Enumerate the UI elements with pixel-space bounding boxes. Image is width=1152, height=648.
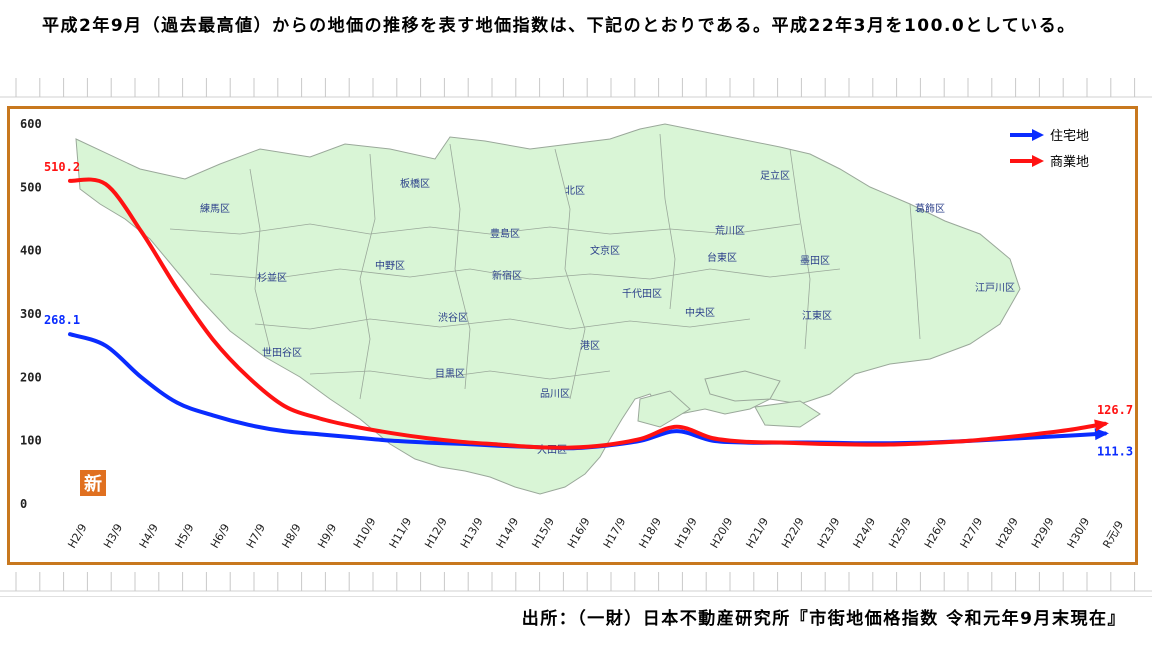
y-tick-label: 600	[20, 117, 42, 131]
x-tick-label: H19/9	[672, 515, 700, 550]
x-tick-label: H26/9	[922, 515, 950, 550]
x-tick-label: H30/9	[1065, 515, 1093, 550]
ward-label: 品川区	[540, 388, 570, 400]
x-tick-label: H10/9	[351, 515, 379, 550]
tokyo-map-land	[75, 123, 1021, 495]
ward-label: 江戸川区	[975, 282, 1015, 294]
divider	[0, 596, 1152, 597]
ward-label: 中央区	[685, 306, 715, 319]
x-tick-label: H23/9	[815, 515, 843, 550]
data-label-start: 510.2	[44, 160, 80, 174]
y-tick-label: 500	[20, 180, 42, 194]
y-tick-label: 100	[20, 434, 42, 448]
x-tick-label: H5/9	[172, 521, 196, 550]
series-arrow-0	[1094, 428, 1109, 441]
tokyo-map-background	[75, 123, 1021, 495]
x-axis: H2/9 H3/9 H4/9 H5/9 H6/9 H7/9 H8/9 H9/9 H10/9 H11…	[65, 515, 1126, 550]
x-tick-label: H7/9	[244, 521, 268, 550]
x-tick-label: H2/9	[65, 521, 89, 550]
y-tick-label: 200	[20, 370, 42, 384]
ward-label: 世田谷区	[262, 347, 302, 359]
x-tick-label: H6/9	[208, 521, 232, 550]
x-tick-label: H13/9	[458, 515, 486, 550]
ward-label: 港区	[580, 340, 600, 352]
data-label-start: 268.1	[44, 313, 80, 327]
tokyo-bay-island-2	[754, 400, 821, 428]
legend-label: 商業地	[1050, 154, 1089, 170]
x-tick-label: H18/9	[636, 515, 664, 550]
x-tick-label: H14/9	[494, 515, 522, 550]
y-axis: 0 100 200 300 400 500 600	[20, 117, 42, 511]
ward-label: 杉並区	[257, 271, 287, 284]
series-layer: 268.1 111.3 510.2 126.7	[44, 160, 1133, 459]
ward-label: 墨田区	[800, 255, 830, 267]
tokyo-bay-island	[704, 370, 781, 402]
ward-label: 葛飾区	[915, 202, 945, 215]
intro-text: 平成2年9月（過去最高値）からの地価の推移を表す地価指数は、下記のとおりである。…	[42, 16, 1076, 36]
x-tick-label: H25/9	[886, 515, 914, 550]
y-tick-label: 0	[20, 497, 27, 511]
x-tick-label: H28/9	[993, 515, 1021, 550]
ward-label: 北区	[565, 185, 585, 197]
x-tick-label: H27/9	[958, 515, 986, 550]
ward-label: 文京区	[590, 244, 620, 257]
ward-label: 板橋区	[400, 177, 430, 190]
x-tick-label: H21/9	[743, 515, 771, 550]
x-tick-label: H12/9	[422, 515, 450, 550]
x-tick-label: H24/9	[851, 515, 879, 550]
ward-borders	[169, 133, 921, 400]
y-tick-label: 300	[20, 307, 42, 321]
ward-label: 中野区	[375, 259, 405, 272]
x-tick-label: H3/9	[101, 521, 125, 550]
data-label-end: 111.3	[1097, 445, 1133, 459]
tokyo-bay-island-3	[637, 390, 691, 428]
x-tick-label: H22/9	[779, 515, 807, 550]
x-tick-label: H16/9	[565, 515, 593, 550]
new-badge-text: 新	[84, 473, 102, 495]
x-tick-label: H11/9	[387, 515, 415, 550]
ward-label: 目黒区	[435, 368, 465, 380]
x-tick-label: H15/9	[529, 515, 557, 550]
legend-label: 住宅地	[1050, 129, 1089, 144]
series-arrow-1	[1094, 419, 1109, 432]
ward-label: 渋谷区	[438, 311, 468, 324]
ward-label: 練馬区	[200, 202, 230, 215]
ward-label: 台東区	[707, 251, 737, 264]
data-label-end: 126.7	[1097, 403, 1133, 417]
x-tick-label: H17/9	[601, 515, 629, 550]
x-tick-label: R元/9	[1100, 519, 1126, 551]
ward-label: 江東区	[802, 309, 832, 322]
x-tick-label: H4/9	[137, 521, 161, 550]
ward-label: 新宿区	[492, 269, 522, 282]
ward-label: 豊島区	[490, 227, 520, 240]
legend-arrow	[1032, 155, 1044, 167]
chart-frame: 練馬区 板橋区北区 足立区葛飾区豊島区文京区 荒川区台東区 墨田区江戸川区 杉並区 中野区新…	[7, 106, 1138, 565]
y-tick-label: 400	[20, 244, 42, 258]
ward-label: 足立区	[760, 169, 790, 182]
ward-label: 荒川区	[715, 225, 745, 237]
source-citation: 出所：（一財）日本不動産研究所『市街地価格指数 令和元年9月末現在』	[521, 609, 1126, 629]
x-tick-label: H9/9	[315, 521, 339, 550]
x-tick-label: H29/9	[1029, 515, 1057, 550]
x-tick-label: H20/9	[708, 515, 736, 550]
new-badge: 新	[80, 470, 106, 496]
x-tick-label: H8/9	[279, 521, 303, 550]
ruler-top	[0, 78, 1152, 98]
legend-arrow	[1032, 129, 1044, 141]
ward-label: 千代田区	[622, 288, 662, 300]
series-line-1	[68, 177, 1107, 450]
ruler-bottom	[0, 572, 1152, 592]
